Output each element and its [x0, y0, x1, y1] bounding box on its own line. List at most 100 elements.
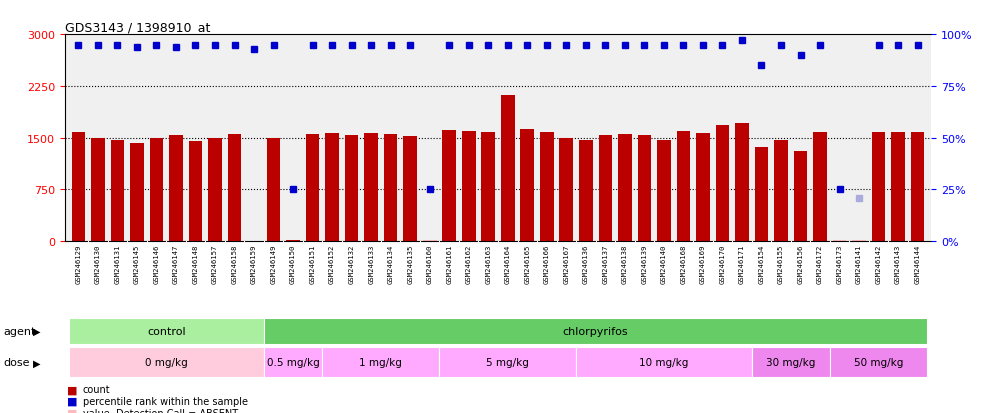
Text: GSM246136: GSM246136 — [583, 244, 589, 283]
Bar — [286, 240, 300, 242]
Bar — [403, 137, 417, 242]
Text: chlorpyrifos: chlorpyrifos — [563, 326, 628, 337]
Bar — [521, 130, 534, 242]
Text: GSM246149: GSM246149 — [271, 244, 277, 283]
Bar — [540, 133, 554, 242]
Bar — [69, 347, 264, 377]
Text: GSM246163: GSM246163 — [485, 244, 491, 283]
Text: ▶: ▶ — [33, 326, 41, 337]
Text: GSM246162: GSM246162 — [466, 244, 472, 283]
Bar — [149, 138, 163, 242]
Text: 0.5 mg/kg: 0.5 mg/kg — [267, 357, 320, 368]
Bar — [111, 141, 124, 242]
Text: GSM246132: GSM246132 — [349, 244, 355, 283]
Text: ■: ■ — [67, 396, 78, 406]
Text: GSM246156: GSM246156 — [798, 244, 804, 283]
Text: GSM246135: GSM246135 — [407, 244, 413, 283]
Text: 30 mg/kg: 30 mg/kg — [766, 357, 816, 368]
Text: GSM246155: GSM246155 — [778, 244, 784, 283]
Bar — [619, 134, 631, 242]
Text: dose: dose — [3, 357, 30, 368]
Bar — [267, 139, 281, 242]
Bar — [735, 123, 749, 242]
Text: 5 mg/kg: 5 mg/kg — [486, 357, 529, 368]
Text: GSM246166: GSM246166 — [544, 244, 550, 283]
Bar — [439, 347, 576, 377]
Bar — [833, 240, 847, 242]
Text: GSM246168: GSM246168 — [680, 244, 686, 283]
Bar — [365, 133, 377, 242]
Bar — [208, 139, 222, 242]
Bar — [891, 133, 905, 242]
Text: GDS3143 / 1398910_at: GDS3143 / 1398910_at — [65, 21, 210, 34]
Bar — [599, 135, 613, 242]
Text: GSM246148: GSM246148 — [192, 244, 198, 283]
Bar — [69, 318, 264, 344]
Text: value, Detection Call = ABSENT: value, Detection Call = ABSENT — [83, 408, 238, 413]
Bar — [130, 143, 143, 242]
Bar — [910, 133, 924, 242]
Text: GSM246169: GSM246169 — [700, 244, 706, 283]
Bar — [853, 240, 866, 242]
Text: GSM246172: GSM246172 — [817, 244, 823, 283]
Text: 0 mg/kg: 0 mg/kg — [144, 357, 187, 368]
Bar — [306, 135, 320, 242]
Text: 1 mg/kg: 1 mg/kg — [360, 357, 402, 368]
Bar — [91, 138, 105, 242]
Bar — [345, 135, 359, 242]
Bar — [442, 131, 456, 242]
Text: GSM246139: GSM246139 — [641, 244, 647, 283]
Text: 50 mg/kg: 50 mg/kg — [854, 357, 903, 368]
Text: GSM246167: GSM246167 — [564, 244, 570, 283]
Text: GSM246164: GSM246164 — [505, 244, 511, 283]
Bar — [657, 140, 670, 242]
Text: GSM246157: GSM246157 — [212, 244, 218, 283]
Bar — [169, 135, 183, 242]
Text: GSM246144: GSM246144 — [914, 244, 920, 283]
Text: GSM246140: GSM246140 — [661, 244, 667, 283]
Bar — [637, 135, 651, 242]
Text: GSM246165: GSM246165 — [524, 244, 530, 283]
Text: GSM246154: GSM246154 — [759, 244, 765, 283]
Bar — [696, 133, 710, 242]
Text: agent: agent — [3, 326, 36, 337]
Bar — [872, 133, 885, 242]
Text: GSM246160: GSM246160 — [426, 244, 432, 283]
Bar — [501, 96, 515, 242]
Bar — [423, 240, 436, 242]
Text: GSM246143: GSM246143 — [895, 244, 901, 283]
Text: ▶: ▶ — [33, 357, 41, 368]
Text: GSM246170: GSM246170 — [719, 244, 725, 283]
Bar — [576, 347, 752, 377]
Bar — [813, 133, 827, 242]
Text: ■: ■ — [67, 385, 78, 394]
Bar — [264, 318, 927, 344]
Text: GSM246152: GSM246152 — [329, 244, 335, 283]
Text: GSM246146: GSM246146 — [153, 244, 159, 283]
Text: GSM246142: GSM246142 — [875, 244, 881, 283]
Text: GSM246150: GSM246150 — [290, 244, 296, 283]
Text: percentile rank within the sample: percentile rank within the sample — [83, 396, 248, 406]
Text: control: control — [147, 326, 185, 337]
Bar — [481, 133, 495, 242]
Text: GSM246171: GSM246171 — [739, 244, 745, 283]
Text: GSM246138: GSM246138 — [622, 244, 627, 283]
Bar — [323, 347, 439, 377]
Bar — [755, 147, 768, 242]
Text: GSM246161: GSM246161 — [446, 244, 452, 283]
Text: GSM246134: GSM246134 — [387, 244, 393, 283]
Text: GSM246131: GSM246131 — [115, 244, 121, 283]
Bar — [715, 126, 729, 242]
Bar — [326, 133, 339, 242]
Bar — [264, 347, 323, 377]
Text: GSM246158: GSM246158 — [231, 244, 237, 283]
Bar — [72, 133, 86, 242]
Text: GSM246130: GSM246130 — [95, 244, 101, 283]
Text: GSM246151: GSM246151 — [310, 244, 316, 283]
Text: 10 mg/kg: 10 mg/kg — [639, 357, 688, 368]
Bar — [752, 347, 830, 377]
Bar — [676, 132, 690, 242]
Text: GSM246159: GSM246159 — [251, 244, 257, 283]
Text: GSM246145: GSM246145 — [133, 244, 140, 283]
Text: GSM246137: GSM246137 — [603, 244, 609, 283]
